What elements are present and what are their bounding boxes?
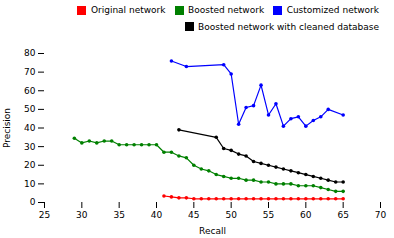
svg-text:40: 40 <box>151 210 163 220</box>
svg-text:50: 50 <box>225 210 237 220</box>
svg-text:0: 0 <box>30 197 36 207</box>
svg-text:10: 10 <box>24 179 36 189</box>
svg-text:80: 80 <box>24 48 36 58</box>
svg-text:65: 65 <box>337 210 348 220</box>
svg-text:40: 40 <box>24 123 36 133</box>
svg-text:35: 35 <box>113 210 124 220</box>
svg-text:50: 50 <box>24 104 36 114</box>
svg-text:60: 60 <box>24 86 36 96</box>
svg-text:Precision: Precision <box>2 108 12 148</box>
svg-text:70: 70 <box>375 210 387 220</box>
svg-text:Recall: Recall <box>199 226 226 236</box>
svg-text:70: 70 <box>24 67 36 77</box>
svg-text:30: 30 <box>24 142 36 152</box>
svg-text:30: 30 <box>76 210 88 220</box>
svg-text:25: 25 <box>39 210 50 220</box>
html-text:Boosted network with cleaned d: Boosted network with cleaned database <box>198 21 379 32</box>
svg-text:45: 45 <box>188 210 199 220</box>
svg-text:55: 55 <box>263 210 274 220</box>
svg-text:20: 20 <box>24 160 36 170</box>
html-text:Customized network: Customized network <box>286 5 379 16</box>
svg-text:60: 60 <box>300 210 312 220</box>
html-text:Boosted network: Boosted network <box>188 5 265 16</box>
html-text:Original network: Original network <box>90 5 166 16</box>
